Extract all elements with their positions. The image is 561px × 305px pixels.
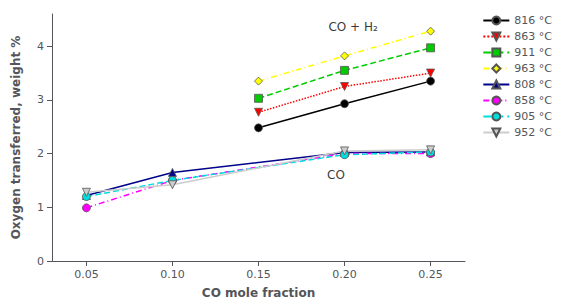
svg-text:952 °C: 952 °C [514,126,552,139]
svg-text:963 °C: 963 °C [514,62,552,75]
svg-text:0.10: 0.10 [160,268,185,281]
svg-text:0.05: 0.05 [74,268,99,281]
svg-text:4: 4 [37,40,44,53]
svg-text:CO + H₂: CO + H₂ [328,20,378,34]
svg-text:3: 3 [37,93,44,106]
svg-text:858 °C: 858 °C [514,94,552,107]
svg-text:905 °C: 905 °C [514,110,552,123]
svg-text:Oxygen transferred, weight %: Oxygen transferred, weight % [9,36,23,240]
svg-text:863 °C: 863 °C [514,30,552,43]
svg-text:CO: CO [327,168,345,182]
svg-text:0.15: 0.15 [246,268,271,281]
svg-text:1: 1 [37,201,44,214]
svg-text:911 °C: 911 °C [514,46,552,59]
svg-text:0.20: 0.20 [332,268,357,281]
svg-text:2: 2 [37,147,44,160]
svg-text:0.25: 0.25 [418,268,443,281]
svg-text:816 °C: 816 °C [514,14,552,27]
svg-text:0: 0 [37,255,44,268]
svg-text:808 °C: 808 °C [514,78,552,91]
svg-text:CO mole fraction: CO mole fraction [202,286,315,300]
